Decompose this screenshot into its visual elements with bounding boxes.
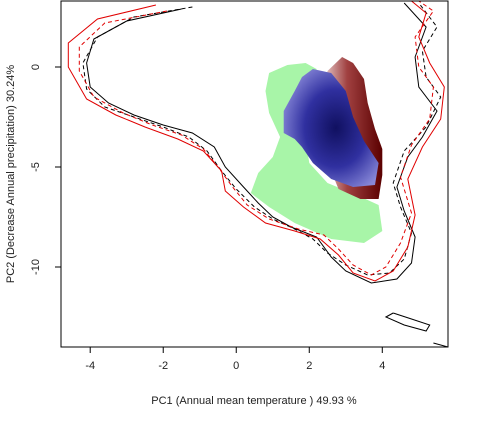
y-axis-title: PC2 (Decrease Annual precipitation) 30.2… xyxy=(5,65,17,284)
contour-line-dashed-red-3 xyxy=(78,1,435,276)
x-tick-label: 2 xyxy=(306,360,312,372)
niche-area-green xyxy=(250,63,383,243)
x-axis: -4 -2 0 2 4 xyxy=(85,347,385,372)
contour-line-solid-black-small-5 xyxy=(433,342,448,347)
contour-line-solid-black-small-4 xyxy=(384,312,431,332)
niche-layer xyxy=(250,57,383,243)
y-tick-label: 0 xyxy=(30,64,42,70)
contour-layer xyxy=(67,1,448,347)
x-tick-label: 0 xyxy=(233,360,239,372)
y-tick-label: -10 xyxy=(30,259,42,275)
plot-frame xyxy=(60,0,449,348)
y-tick-label: -5 xyxy=(30,162,42,172)
x-tick-label: -2 xyxy=(158,360,168,372)
contour-line-solid-red-2 xyxy=(67,1,445,282)
niche-area-blue xyxy=(283,69,379,187)
x-tick-label: -4 xyxy=(85,360,95,372)
x-axis-title: PC1 (Annual mean temperature ) 49.93 % xyxy=(151,395,357,407)
contour-line-dashed-black-1 xyxy=(82,2,442,276)
contour-line-solid-black-0 xyxy=(86,2,438,284)
x-tick-label: 4 xyxy=(379,360,385,372)
y-axis: 0 -5 -10 xyxy=(30,64,61,275)
